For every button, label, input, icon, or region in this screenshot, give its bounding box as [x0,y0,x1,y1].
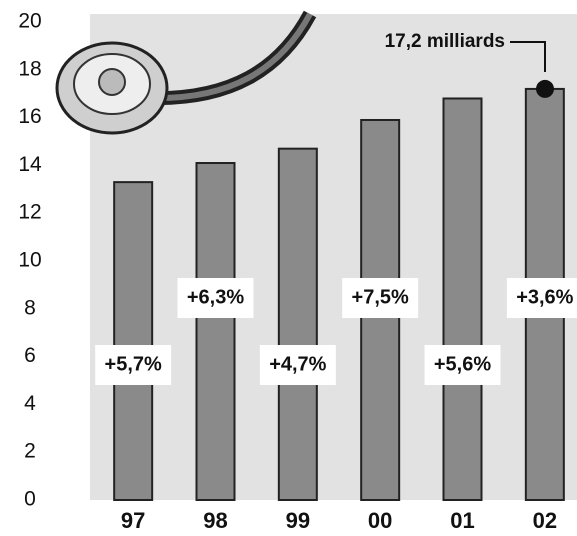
annotation-dot [536,79,554,98]
growth-label-box [342,278,419,318]
bar [113,181,154,501]
y-tick-label: 0 [24,488,36,511]
bar [442,97,483,501]
annotation-leader [510,41,546,72]
x-tick-label: 98 [203,508,227,533]
x-tick-label: 01 [450,508,474,533]
y-tick-label: 6 [24,344,36,367]
y-tick-label: 2 [24,440,36,463]
growth-label: +5,6% [434,353,491,375]
growth-label: +7,5% [352,286,409,308]
growth-label-box [506,278,577,318]
y-tick-label: 18 [18,57,41,80]
stethoscope [55,10,317,135]
growth-label-box [95,345,172,385]
bar [195,162,236,501]
x-tick-label: 97 [121,508,145,533]
bar [277,147,318,501]
growth-label-box [424,345,501,385]
growth-label: +4,7% [269,353,326,375]
y-tick-label: 20 [18,10,41,33]
x-tick-label: 99 [286,508,310,533]
growth-label: +6,3% [187,286,244,308]
y-tick-label: 4 [24,392,36,415]
y-tick-label: 10 [18,249,41,272]
growth-label-box [177,278,254,318]
growth-label: +5,7% [105,353,162,375]
growth-label-box [259,345,336,385]
growth-label: +3,6% [516,286,573,308]
x-tick-label: 00 [368,508,392,533]
y-tick-label: 12 [18,201,41,224]
y-tick-label: 8 [24,296,36,319]
y-tick-label: 16 [18,105,41,128]
x-tick-label: 02 [533,508,557,533]
y-tick-label: 14 [18,153,42,176]
annotation: 17,2 milliards [385,31,505,52]
